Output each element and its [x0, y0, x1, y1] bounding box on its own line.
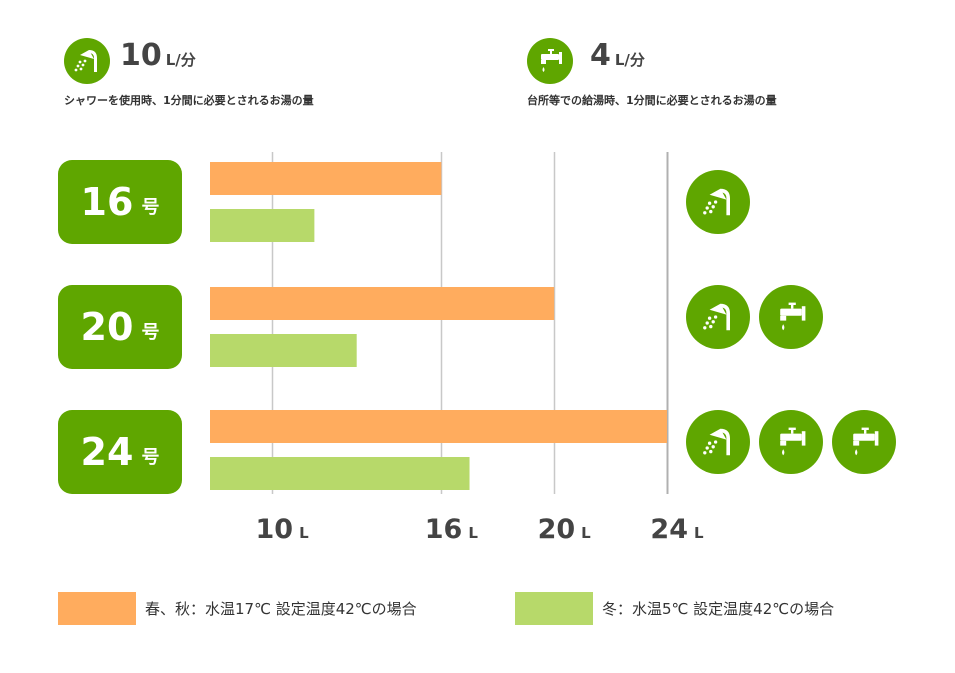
bar-winter-24号: [210, 457, 470, 490]
badge-suffix: 号: [141, 447, 160, 468]
badge-16: 16 号: [58, 160, 182, 244]
tick-number: 10: [255, 514, 294, 545]
tick-number: 20: [537, 514, 576, 545]
faucet-icon: [832, 410, 896, 474]
kitchen-rate-unit: L/分: [614, 51, 645, 69]
faucet-icon: [759, 410, 823, 474]
tick-unit: L: [581, 524, 591, 542]
shower-header-icon: [64, 38, 110, 84]
badge-24: 24 号: [58, 410, 182, 494]
tick-number: 16: [424, 514, 463, 545]
shower-description: シャワーを使用時、1分間に必要とされるお湯の量: [64, 94, 314, 107]
tick-unit: L: [468, 524, 478, 542]
kitchen-rate: 4 L/分: [590, 38, 645, 73]
badge-suffix: 号: [141, 322, 160, 343]
x-tick-label-10: 10 L: [255, 514, 308, 545]
bar-spring-autumn-16号: [210, 162, 442, 195]
bar-winter-16号: [210, 209, 315, 242]
badge-number: 20: [80, 305, 134, 349]
legend-swatch-spring-autumn: [58, 592, 136, 625]
x-tick-label-20: 20 L: [538, 514, 591, 545]
shower-rate-value: 10: [120, 38, 162, 73]
legend-label-spring-autumn: 春、秋：水温17℃ 設定温度42℃の場合: [145, 600, 417, 618]
shower-icon: [686, 285, 750, 349]
kitchen-description: 台所等での給湯時、1分間に必要とされるお湯の量: [527, 94, 777, 107]
faucet-header-icon: [527, 38, 573, 84]
legend-swatch-winter: [515, 592, 593, 625]
bar-spring-autumn-24号: [210, 410, 667, 443]
legend-label-winter: 冬：水温5℃ 設定温度42℃の場合: [602, 600, 835, 618]
badge-suffix: 号: [141, 197, 160, 218]
shower-icon: [686, 170, 750, 234]
x-tick-label-16: 16 L: [425, 514, 478, 545]
badge-number: 24: [80, 430, 134, 474]
bar-spring-autumn-20号: [210, 287, 555, 320]
badge-20: 20 号: [58, 285, 182, 369]
kitchen-rate-value: 4: [590, 38, 611, 73]
tick-unit: L: [694, 524, 704, 542]
shower-rate: 10 L/分: [120, 38, 196, 73]
badge-number: 16: [80, 180, 134, 224]
x-tick-label-24: 24 L: [650, 514, 703, 545]
tick-unit: L: [299, 524, 309, 542]
bar-winter-20号: [210, 334, 357, 367]
shower-rate-unit: L/分: [165, 51, 196, 69]
tick-number: 24: [650, 514, 688, 545]
faucet-icon: [759, 285, 823, 349]
shower-icon: [686, 410, 750, 474]
